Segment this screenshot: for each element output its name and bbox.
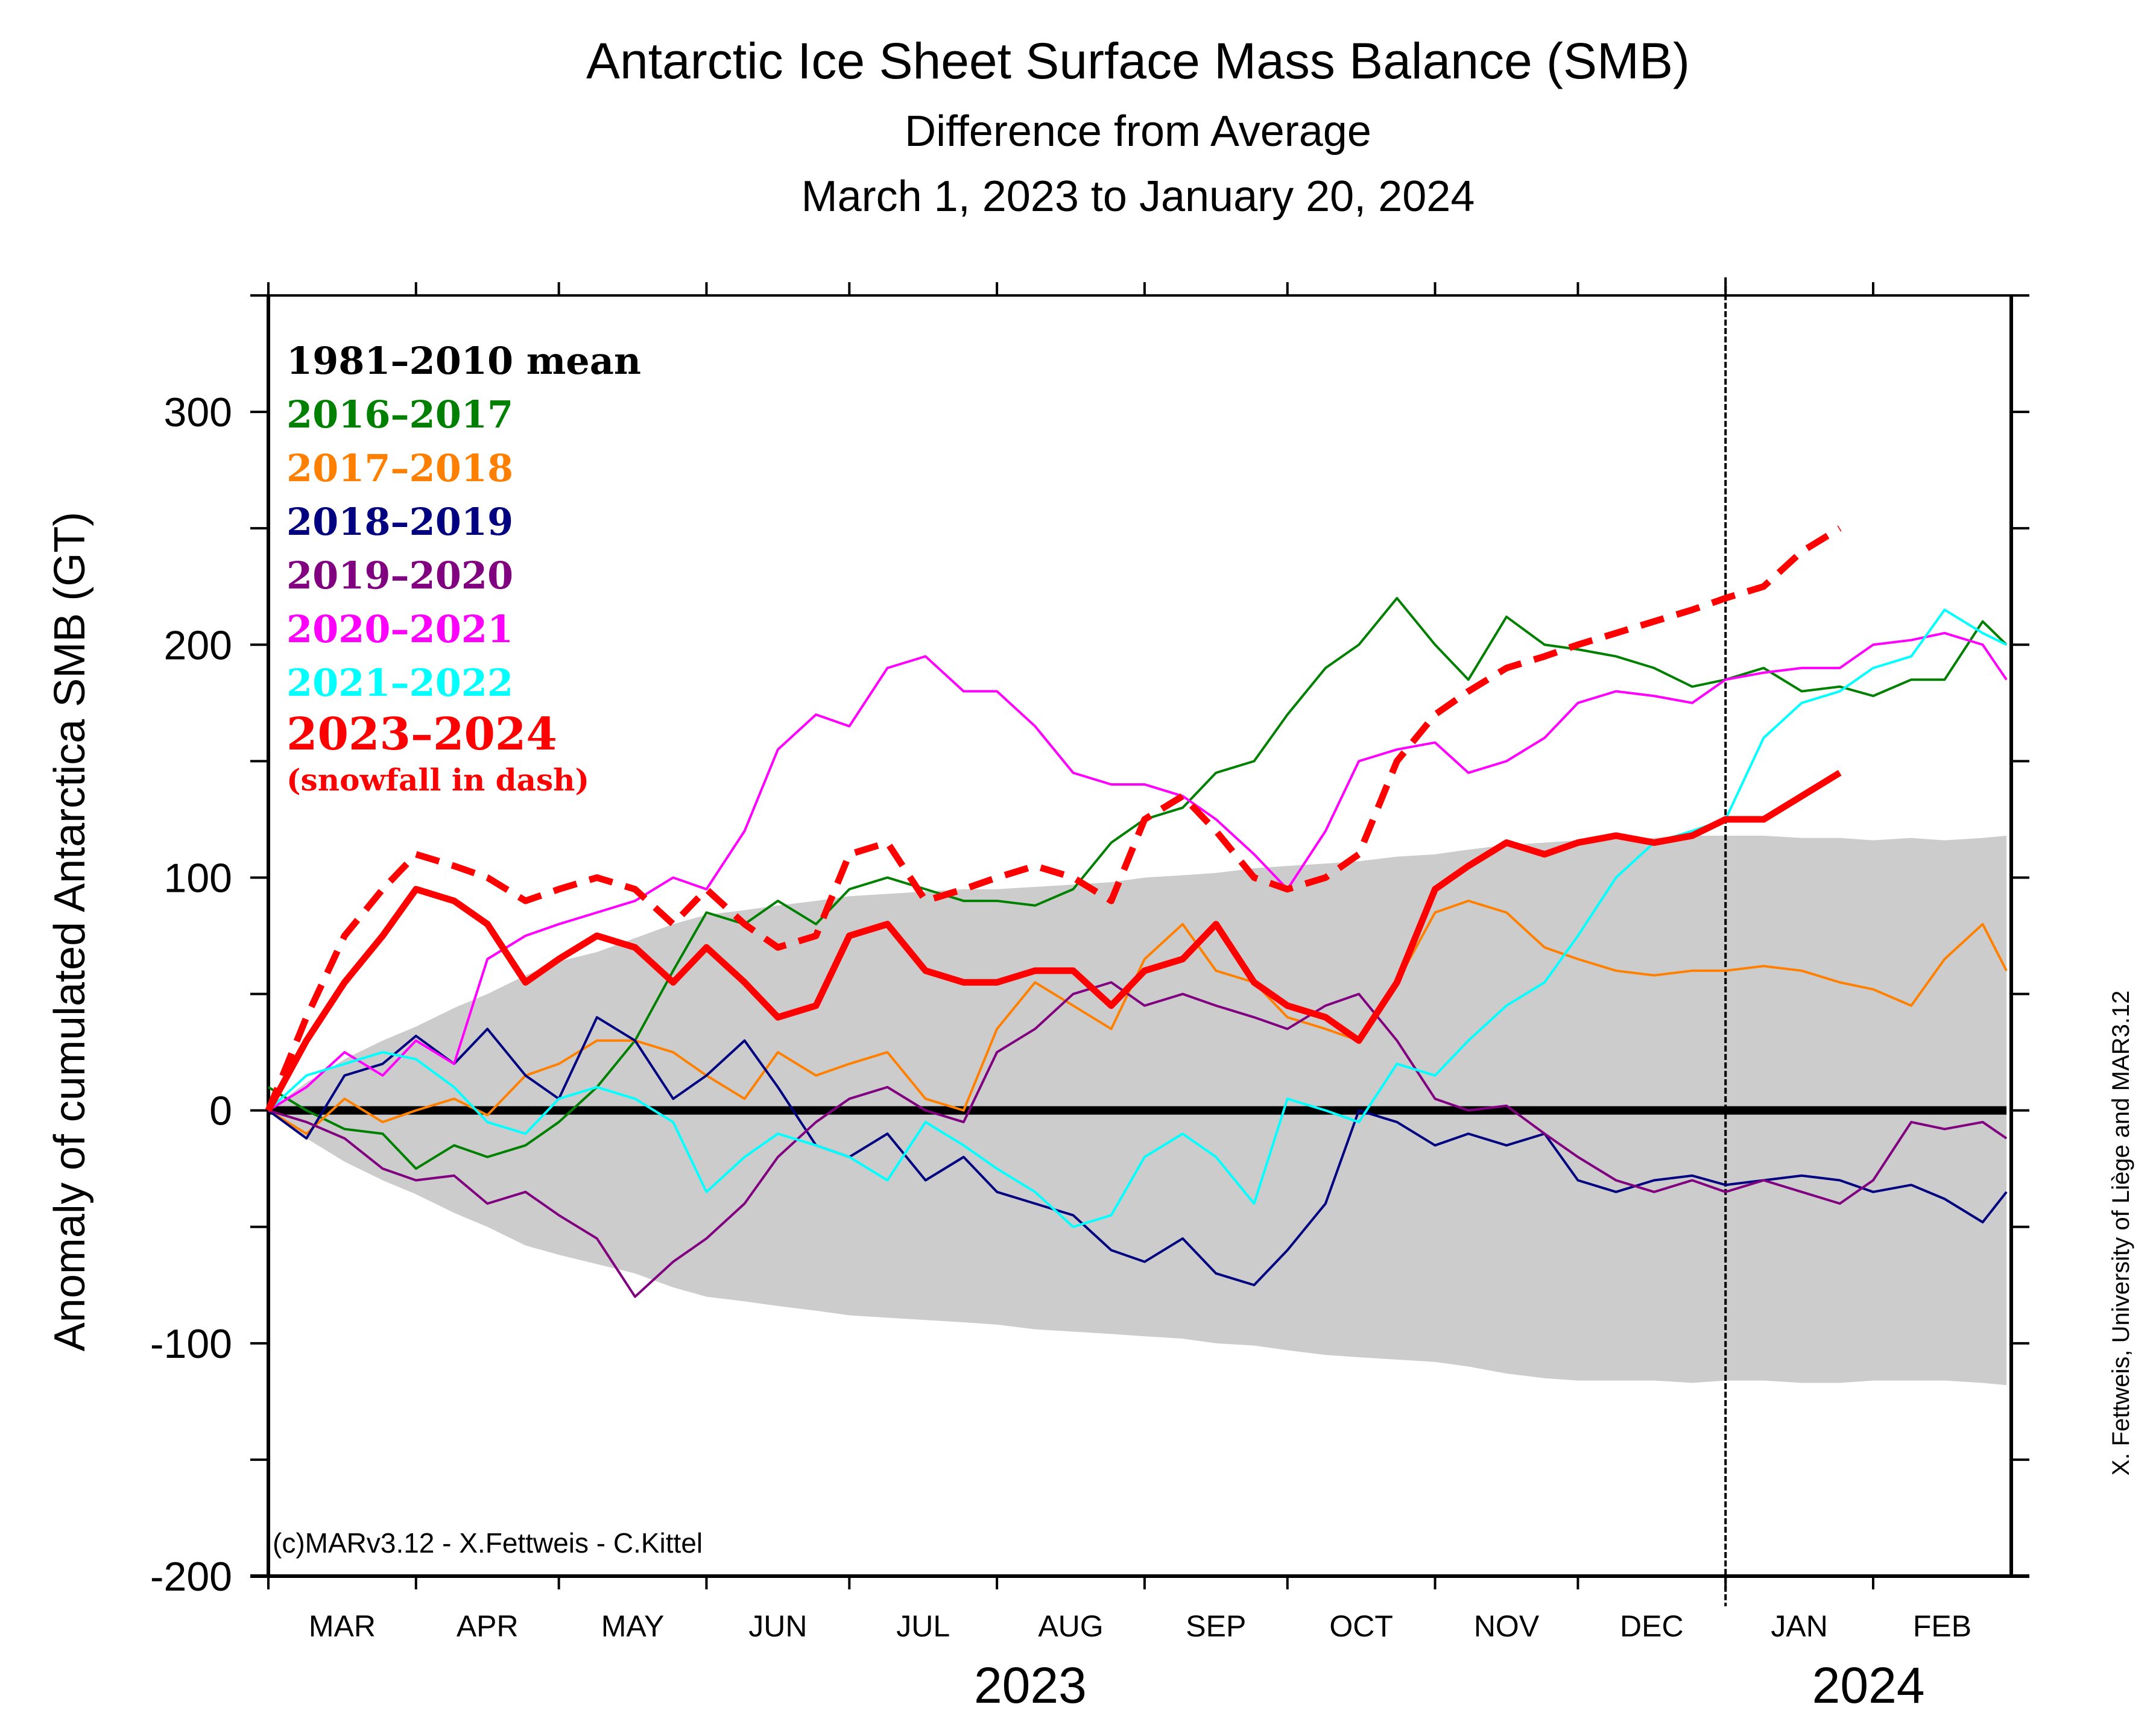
legend-entry: 2019–2020: [286, 554, 513, 598]
chart-subtitle: Difference from Average: [905, 107, 1371, 156]
x-tick-label: OCT: [1329, 1609, 1393, 1643]
plot-area: -200 -100 0 100 200 300 MAR APR MAY JUN JUL AUG SEP O…: [150, 277, 2029, 1713]
chart-title: Antarctic Ice Sheet Surface Mass Balance…: [586, 33, 1690, 89]
legend-entry: 2018–2019: [286, 500, 513, 544]
year-label: 2024: [1812, 1657, 1925, 1713]
legend-entry: 2021–2022: [286, 661, 513, 705]
copyright-annotation: (c)MARv3.12 - X.Fettweis - C.Kittel: [273, 1527, 703, 1559]
y-tick-label: -100: [150, 1321, 232, 1367]
x-tick-label: MAY: [601, 1609, 665, 1643]
legend-entry: 2017–2018: [286, 446, 513, 490]
x-tick-label: JUN: [748, 1609, 807, 1643]
x-tick-label: AUG: [1038, 1609, 1103, 1643]
series-line-2023-2024-snowfall: [265, 525, 1842, 1112]
x-tick-label: FEB: [1913, 1609, 1971, 1643]
y-tick-label: 0: [209, 1088, 232, 1134]
chart-date-range: March 1, 2023 to January 20, 2024: [801, 172, 1475, 221]
y-axis-label: Anomaly of cumulated Antarctica SMB (GT): [46, 512, 94, 1352]
series-line-2017-2018: [267, 900, 2008, 1135]
x-tick-label: NOV: [1474, 1609, 1540, 1643]
y-tick-label: 200: [164, 622, 232, 668]
legend-entry: (snowfall in dash): [286, 762, 589, 798]
legend-entry: 1981–2010 mean: [286, 339, 641, 383]
series-line-2020-2021: [267, 631, 2008, 1112]
y-tick-label: 100: [164, 855, 232, 901]
series-line-2023-2024: [265, 769, 1842, 1112]
series-line-2019-2020: [268, 981, 2008, 1298]
x-tick-label: MAR: [309, 1609, 376, 1643]
legend-entry: 2023–2024: [286, 708, 557, 760]
y-tick-label: -200: [150, 1554, 232, 1600]
x-tick-label: JAN: [1771, 1609, 1827, 1643]
x-tick-label: JUL: [896, 1609, 950, 1643]
legend-entry: 2020–2021: [286, 607, 513, 651]
legend-entry: 2016–2017: [286, 393, 513, 437]
y-tick-label: 300: [164, 390, 232, 435]
x-tick-label: APR: [457, 1609, 519, 1643]
year-label: 2023: [974, 1657, 1087, 1713]
x-tick-label: DEC: [1620, 1609, 1684, 1643]
x-tick-label: SEP: [1186, 1609, 1246, 1643]
credit-annotation: X. Fettweis, University of Liège and MAR…: [2108, 991, 2134, 1476]
